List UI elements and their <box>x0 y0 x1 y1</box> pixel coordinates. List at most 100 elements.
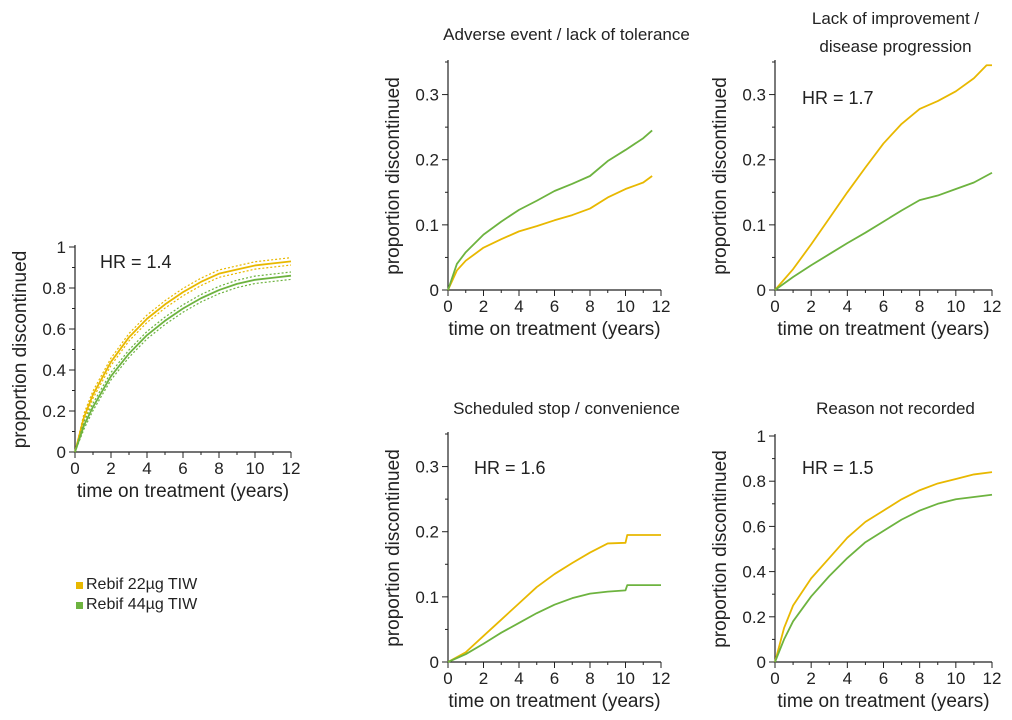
x-tick-label: 4 <box>843 669 852 688</box>
x-tick-label: 0 <box>443 297 452 316</box>
legend-label: Rebif 22µg TIW <box>86 576 198 593</box>
y-tick-label: 1 <box>757 427 766 446</box>
series-line <box>74 260 292 453</box>
hazard-ratio-annotation: HR = 1.4 <box>100 252 172 272</box>
y-tick-label: 0.6 <box>742 517 766 536</box>
x-tick-label: 12 <box>652 297 671 316</box>
y-tick-label: 0 <box>757 653 766 672</box>
x-tick-label: 6 <box>178 459 187 478</box>
x-axis-label: time on treatment (years) <box>777 691 989 712</box>
x-tick-label: 12 <box>983 297 1002 316</box>
y-tick-label: 0.2 <box>415 151 439 170</box>
x-tick-label: 12 <box>652 669 671 688</box>
y-tick-label: 0.3 <box>415 86 439 105</box>
y-axis-label: proportion discontinued <box>710 77 731 275</box>
chart-title: Adverse event / lack of tolerance <box>443 25 690 44</box>
legend-item-rebif-22: Rebif 22µg TIW <box>76 575 197 595</box>
legend-swatch-icon <box>76 601 83 609</box>
hazard-ratio-annotation: HR = 1.6 <box>474 458 546 478</box>
series-line <box>447 584 661 663</box>
confidence-band <box>74 271 292 453</box>
chart-title: Scheduled stop / convenience <box>453 399 680 418</box>
y-tick-label: 0.1 <box>415 216 439 235</box>
x-tick-label: 6 <box>550 297 559 316</box>
x-tick-label: 12 <box>983 669 1002 688</box>
x-tick-label: 8 <box>915 669 924 688</box>
x-tick-label: 0 <box>770 669 779 688</box>
series-line <box>447 534 661 663</box>
y-tick-label: 0 <box>430 281 439 300</box>
series-line <box>774 171 993 291</box>
x-tick-label: 10 <box>616 297 635 316</box>
x-tick-label: 6 <box>879 669 888 688</box>
x-tick-label: 0 <box>770 297 779 316</box>
x-tick-label: 2 <box>479 669 488 688</box>
y-tick-label: 0.3 <box>415 458 439 477</box>
legend: Rebif 22µg TIW Rebif 44µg TIW <box>76 575 197 615</box>
x-tick-label: 4 <box>843 297 852 316</box>
x-tick-label: 10 <box>246 459 265 478</box>
chart-panel-4: Scheduled stop / convenience 0 2 4 6 8 10 12 0 0.… <box>383 399 680 712</box>
x-axis-label: time on treatment (years) <box>777 319 989 340</box>
y-tick-label: 0.2 <box>42 402 66 421</box>
confidence-band <box>74 264 292 453</box>
x-tick-label: 10 <box>616 669 635 688</box>
x-axis-label: time on treatment (years) <box>77 481 289 502</box>
y-tick-label: 1 <box>57 238 66 257</box>
y-tick-label: 0 <box>430 653 439 672</box>
x-tick-label: 2 <box>106 459 115 478</box>
x-axis-label: time on treatment (years) <box>448 319 660 340</box>
chart-panel-1: 0 2 4 6 8 10 12 0 0.2 0.4 0.6 0.8 1 time on treatment… <box>10 238 300 502</box>
y-tick-label: 0.8 <box>42 279 66 298</box>
x-tick-label: 6 <box>550 669 559 688</box>
chart-title: disease progression <box>819 37 971 56</box>
hazard-ratio-annotation: HR = 1.5 <box>802 458 874 478</box>
legend-swatch-icon <box>76 581 83 589</box>
y-tick-label: 0.8 <box>742 472 766 491</box>
y-tick-label: 0.4 <box>742 563 766 582</box>
x-tick-label: 10 <box>946 297 965 316</box>
y-tick-label: 0.2 <box>742 151 766 170</box>
x-tick-label: 4 <box>142 459 151 478</box>
y-axis-label: proportion discontinued <box>383 449 404 647</box>
y-axis-label: proportion discontinued <box>710 450 731 648</box>
series-line <box>774 471 993 663</box>
series-line <box>74 274 292 453</box>
series-line <box>447 175 653 291</box>
y-tick-label: 0.1 <box>415 588 439 607</box>
x-tick-label: 4 <box>514 297 523 316</box>
y-tick-label: 0 <box>757 281 766 300</box>
chart-panel-5: Reason not recorded 0 2 4 6 8 10 12 0 0.2 0.4 0.6 0.… <box>710 399 1001 712</box>
legend-label: Rebif 44µg TIW <box>86 596 198 613</box>
y-tick-label: 0.3 <box>742 86 766 105</box>
x-tick-label: 12 <box>282 459 301 478</box>
y-tick-label: 0.2 <box>742 608 766 627</box>
legend-item-rebif-44: Rebif 44µg TIW <box>76 595 197 615</box>
x-tick-label: 10 <box>946 669 965 688</box>
y-tick-label: 0.1 <box>742 216 766 235</box>
x-tick-label: 2 <box>806 669 815 688</box>
y-tick-label: 0 <box>57 443 66 462</box>
x-tick-label: 4 <box>514 669 523 688</box>
x-tick-label: 2 <box>806 297 815 316</box>
y-tick-label: 0.2 <box>415 523 439 542</box>
y-tick-label: 0.4 <box>42 361 66 380</box>
x-axis-label: time on treatment (years) <box>448 691 660 712</box>
y-tick-label: 0.6 <box>42 320 66 339</box>
chart-title: Lack of improvement / <box>812 9 980 28</box>
x-tick-label: 2 <box>479 297 488 316</box>
y-axis-label: proportion discontinued <box>10 251 31 449</box>
series-line <box>447 129 653 291</box>
x-tick-label: 8 <box>915 297 924 316</box>
chart-panel-2: Adverse event / lack of tolerance 0 2 4 6 8 10… <box>383 25 690 340</box>
x-tick-label: 6 <box>879 297 888 316</box>
confidence-band <box>74 257 292 453</box>
x-tick-label: 8 <box>214 459 223 478</box>
x-tick-label: 0 <box>70 459 79 478</box>
confidence-band <box>74 278 292 453</box>
x-tick-label: 8 <box>585 669 594 688</box>
x-tick-label: 8 <box>585 297 594 316</box>
y-axis-label: proportion discontinued <box>383 77 404 275</box>
series-line <box>774 64 992 291</box>
